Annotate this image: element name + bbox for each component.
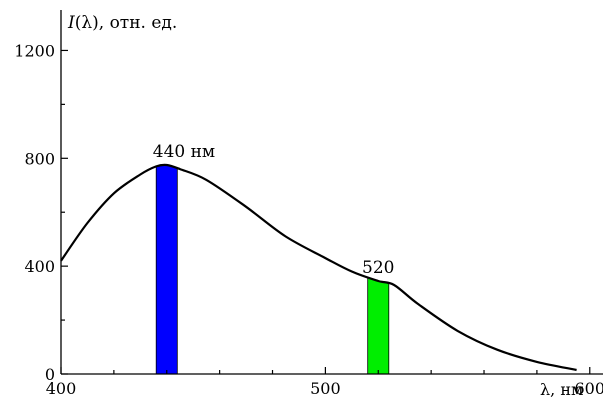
bands-layer <box>155 164 390 375</box>
y-tick-label: 0 <box>45 365 55 384</box>
y-tick-label: 800 <box>24 149 55 168</box>
band-label-1: 520 <box>362 258 394 278</box>
band-1 <box>367 276 390 375</box>
x-tick-label: 500 <box>310 379 341 398</box>
band-0 <box>155 164 178 375</box>
y-tick-label: 400 <box>24 257 55 276</box>
ticks-layer: 40050060070004008001200 <box>14 41 603 398</box>
band-label-0: 440 нм <box>153 142 215 162</box>
band-labels-layer: 440 нм520685740 <box>153 142 395 278</box>
x-axis-label: λ, нм <box>540 380 583 399</box>
x-tick-label: 400 <box>46 379 77 398</box>
x-tick-label: 600 <box>575 379 603 398</box>
spectrum-curve <box>60 163 577 372</box>
y-axis-label: I(λ), отн. ед. <box>67 13 177 33</box>
y-tick-label: 1200 <box>14 41 55 60</box>
